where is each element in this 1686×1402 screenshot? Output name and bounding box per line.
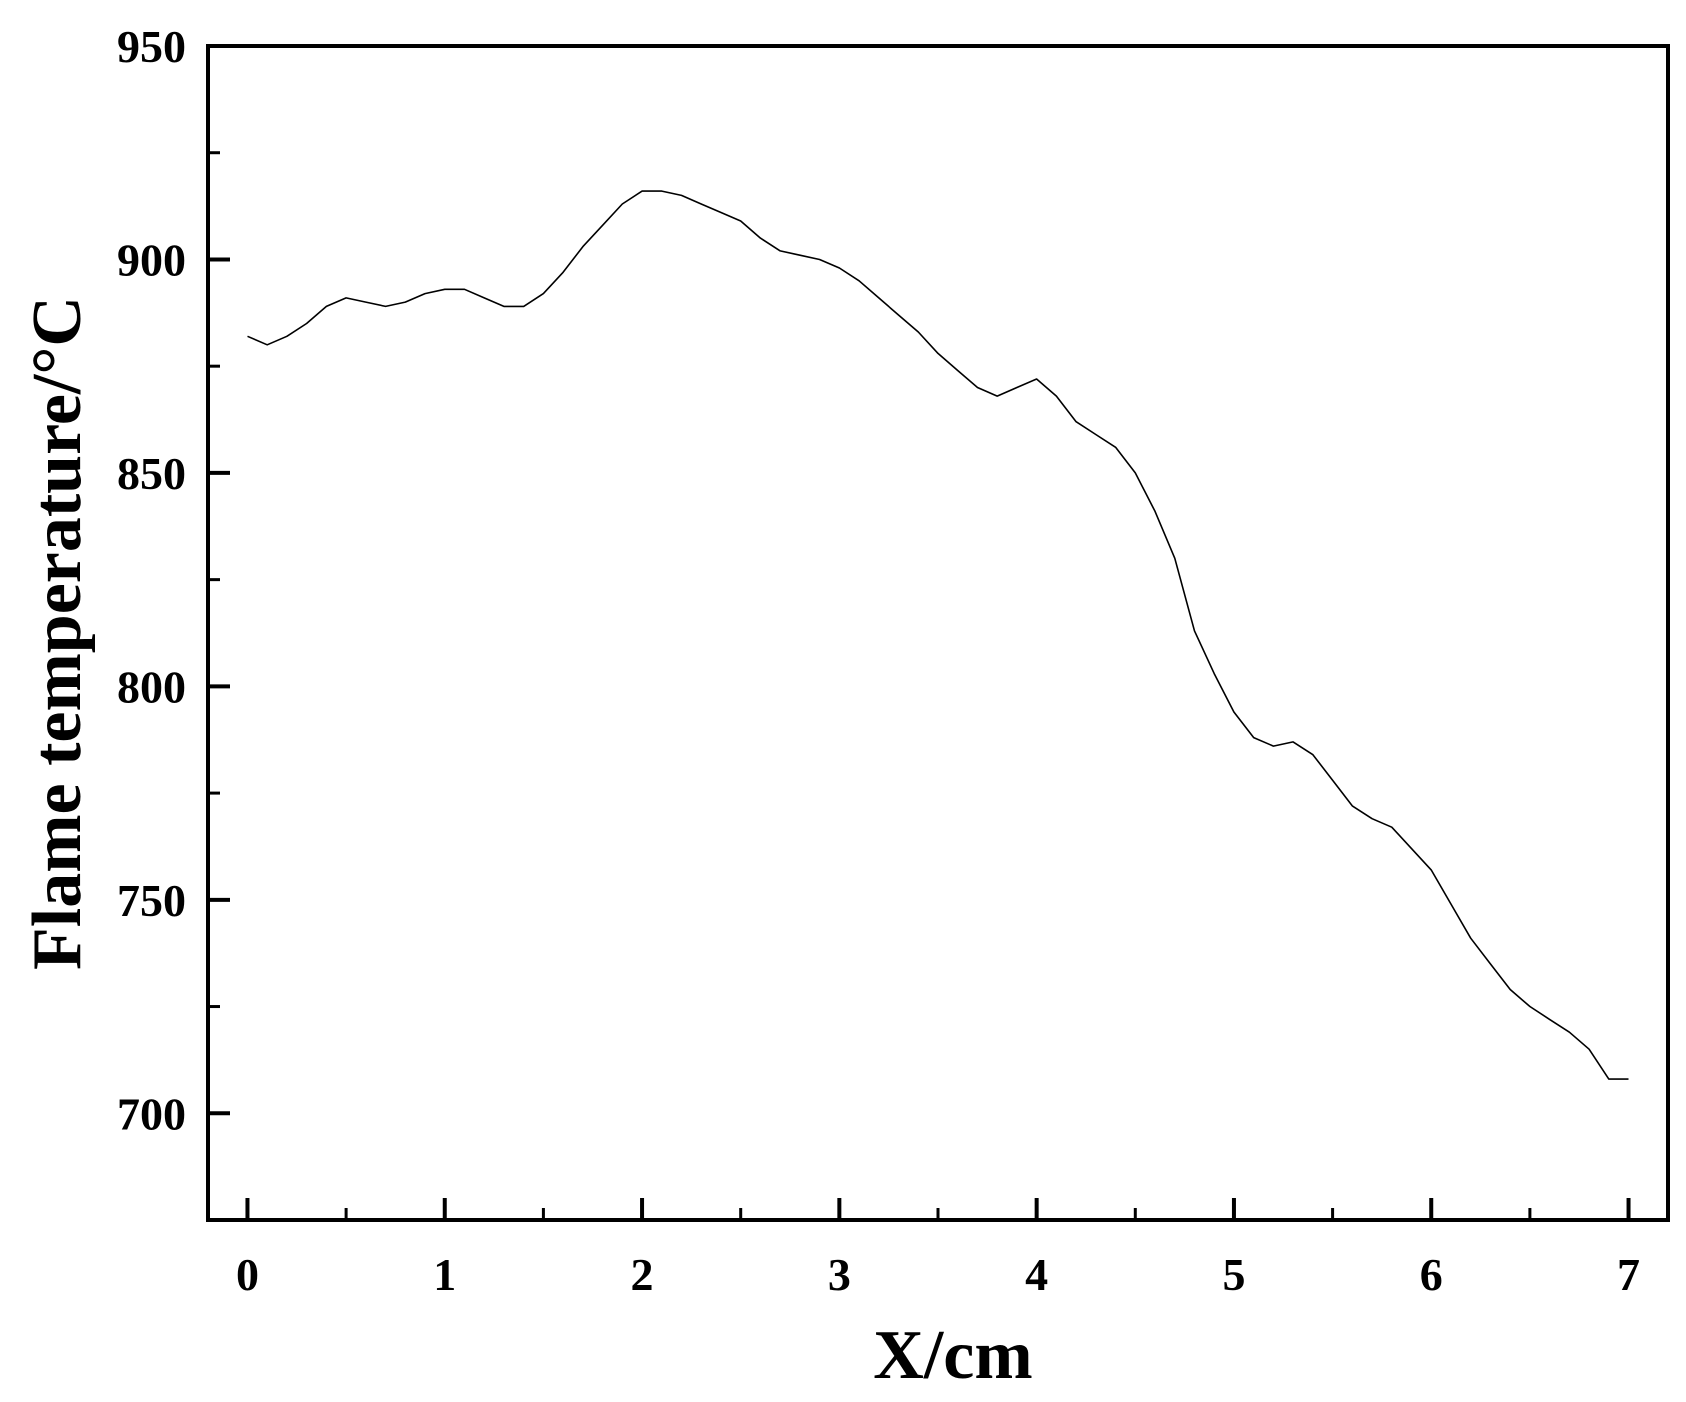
x-tick-labels: 0 1 2 3 4 5 6 7 <box>236 1249 1640 1300</box>
y-tick-label: 850 <box>117 448 186 499</box>
x-tick-label: 5 <box>1222 1249 1245 1300</box>
x-tick-label: 0 <box>236 1249 259 1300</box>
major-ticks <box>208 44 1631 1220</box>
temperature-series-line <box>247 190 1629 1080</box>
y-tick-label: 800 <box>117 661 186 712</box>
y-tick-labels: 700 750 800 850 900 950 <box>117 21 186 1139</box>
y-tick-label: 750 <box>117 875 186 926</box>
y-tick-label: 950 <box>117 21 186 72</box>
y-tick-label: 700 <box>117 1088 186 1139</box>
x-tick-label: 6 <box>1420 1249 1443 1300</box>
x-tick-label: 3 <box>828 1249 851 1300</box>
plot-frame <box>206 44 1670 1222</box>
x-tick-label: 4 <box>1025 1249 1048 1300</box>
x-tick-label: 1 <box>433 1249 456 1300</box>
x-tick-label: 7 <box>1617 1249 1640 1300</box>
x-axis-title: X/cm <box>873 1317 1032 1394</box>
minor-ticks <box>208 151 1532 1220</box>
y-axis-title: Flame temperature/°C <box>19 296 96 970</box>
y-tick-label: 900 <box>117 234 186 285</box>
x-tick-label: 2 <box>631 1249 654 1300</box>
